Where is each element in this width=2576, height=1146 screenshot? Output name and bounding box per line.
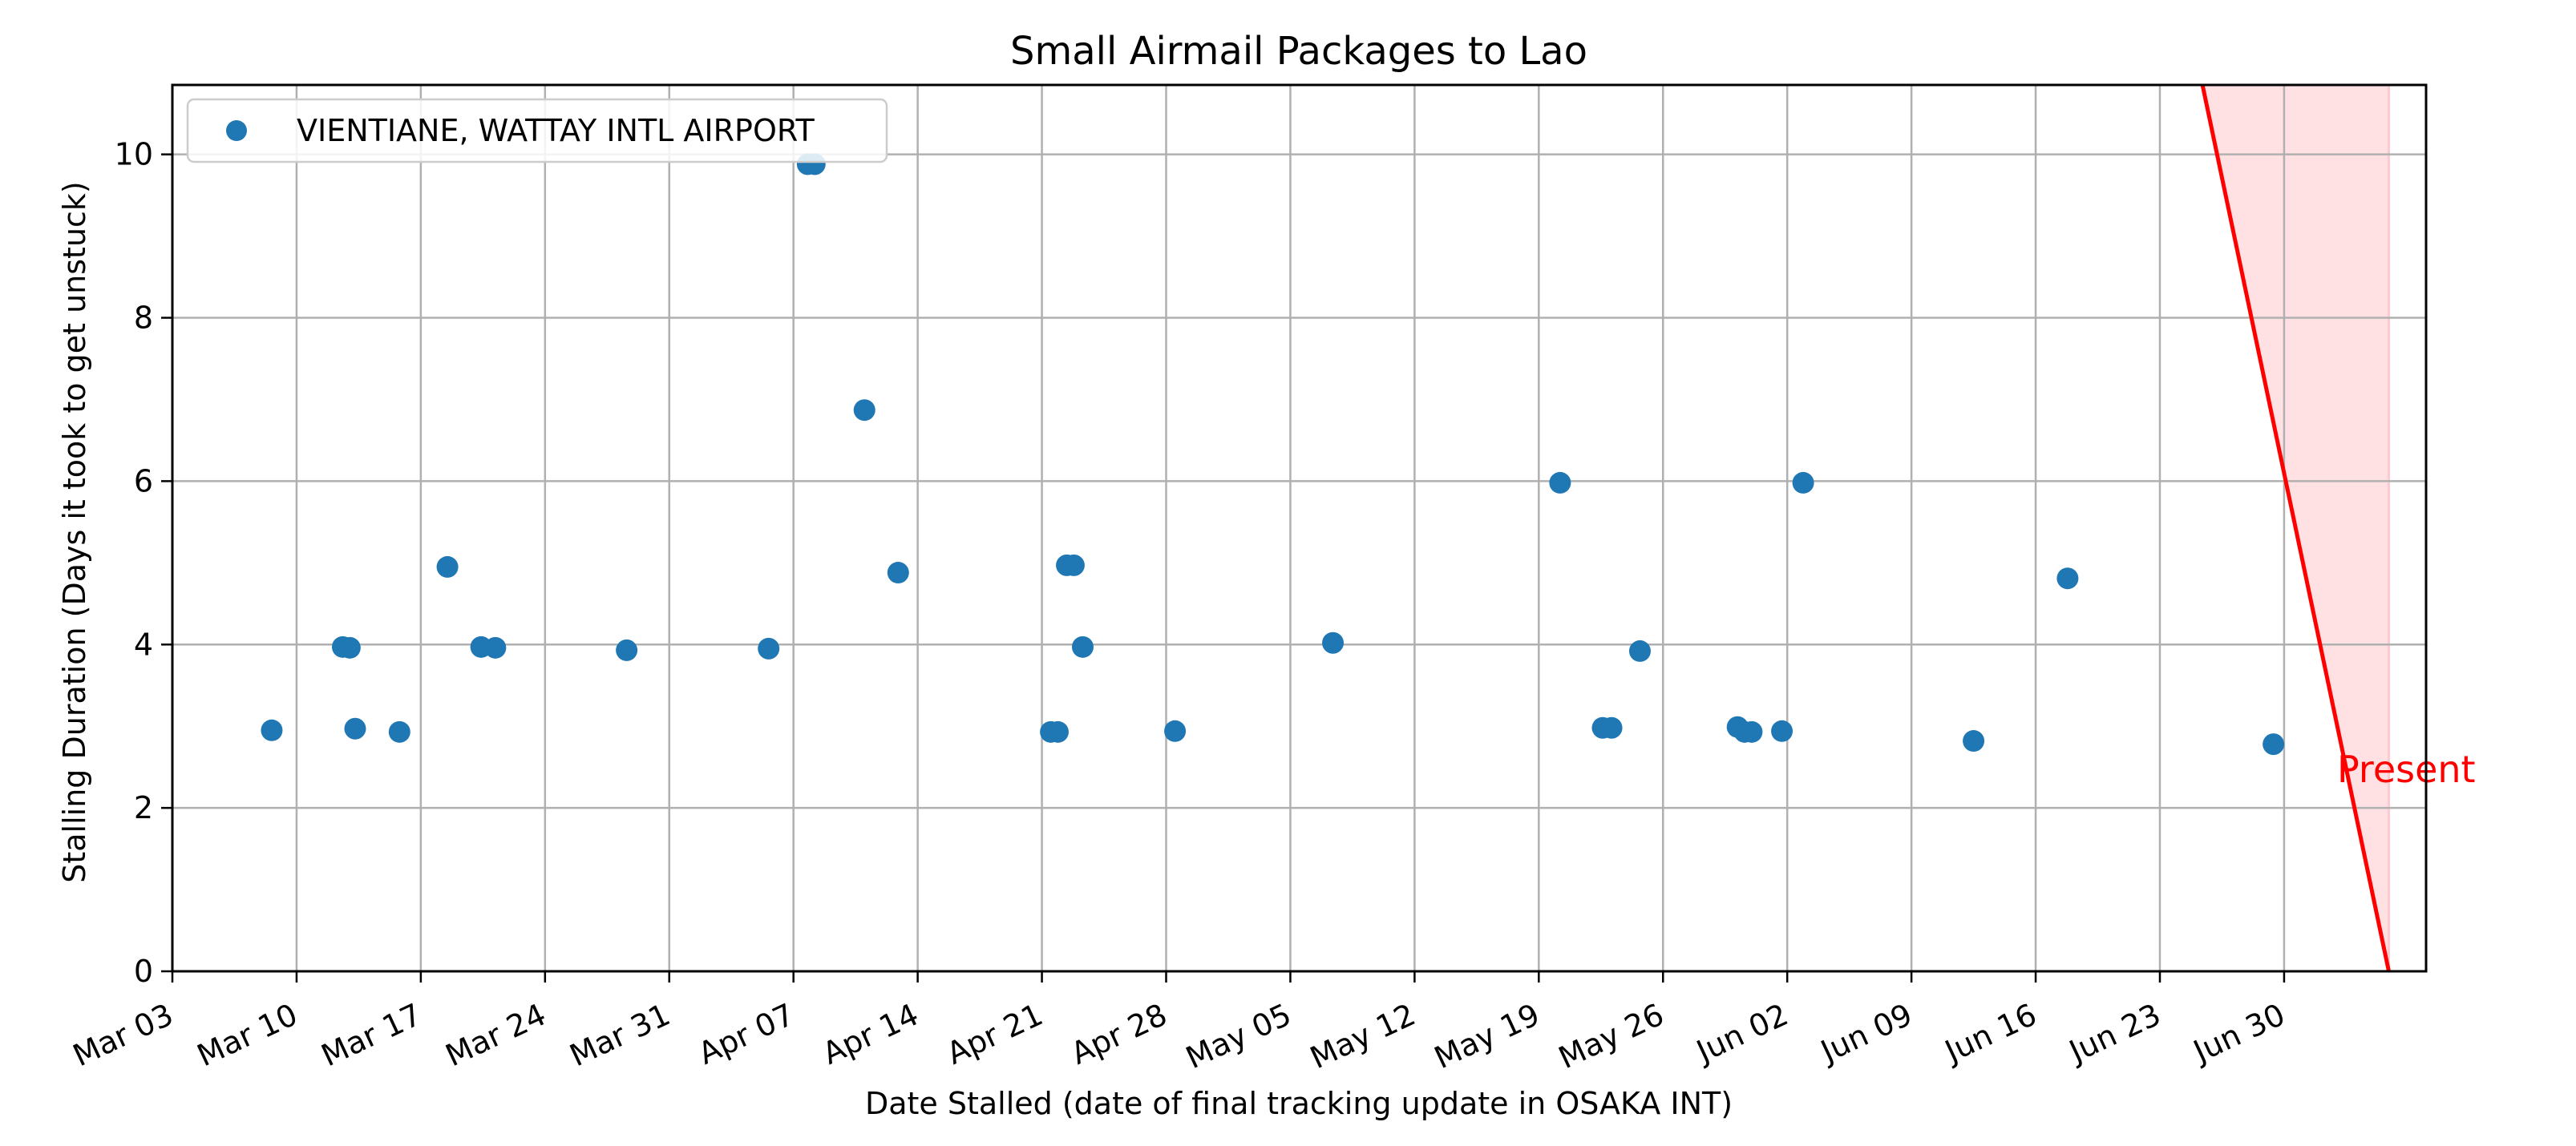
data-point xyxy=(1792,471,1814,494)
data-point xyxy=(616,639,638,661)
axes-frame xyxy=(171,83,2428,973)
legend-box xyxy=(186,98,888,163)
data-point xyxy=(1164,720,1187,742)
data-point xyxy=(338,636,361,659)
data-point xyxy=(436,555,459,578)
data-point xyxy=(1062,554,1085,576)
y-axis-label: Stalling Duration (Days it took to get u… xyxy=(57,181,92,883)
axes-layer xyxy=(171,83,2428,973)
y-tick-label: 8 xyxy=(134,301,153,336)
plot-area xyxy=(172,85,2426,971)
present-label: Present xyxy=(2337,748,2476,791)
data-point xyxy=(1322,632,1345,654)
data-point xyxy=(2263,733,2285,756)
present-line xyxy=(2200,84,2391,972)
y-tick-label: 6 xyxy=(134,463,153,498)
data-point xyxy=(1071,636,1094,658)
y-tick-label: 10 xyxy=(115,137,153,172)
data-point xyxy=(388,720,410,743)
data-point xyxy=(1600,716,1623,739)
x-axis-label: Date Stalled (date of final tracking upd… xyxy=(865,1086,1733,1121)
data-point xyxy=(853,399,876,422)
data-point xyxy=(1549,471,1571,494)
data-point xyxy=(484,636,507,659)
y-tick-label: 0 xyxy=(134,954,153,989)
data-point xyxy=(261,719,283,741)
legend-marker xyxy=(226,120,247,141)
data-point xyxy=(1963,730,1985,753)
data-point xyxy=(1741,720,1763,743)
legend: VIENTIANE, WATTAY INTL AIRPORT xyxy=(186,98,888,163)
data-point xyxy=(344,717,366,740)
legend-label: VIENTIANE, WATTAY INTL AIRPORT xyxy=(297,113,815,148)
data-point xyxy=(1046,720,1069,743)
data-point xyxy=(1628,640,1651,662)
y-tick-label: 4 xyxy=(134,627,153,662)
y-tick-label: 2 xyxy=(134,790,153,825)
grid-layer xyxy=(172,85,2426,971)
data-point xyxy=(1771,720,1793,742)
points-layer xyxy=(261,153,2285,756)
data-point xyxy=(758,637,780,660)
plot-background xyxy=(172,85,2426,971)
data-point xyxy=(2056,567,2079,590)
data-point xyxy=(887,562,909,584)
chart-title: Small Airmail Packages to Lao xyxy=(1010,29,1587,74)
present-layer: Present xyxy=(2200,84,2476,972)
